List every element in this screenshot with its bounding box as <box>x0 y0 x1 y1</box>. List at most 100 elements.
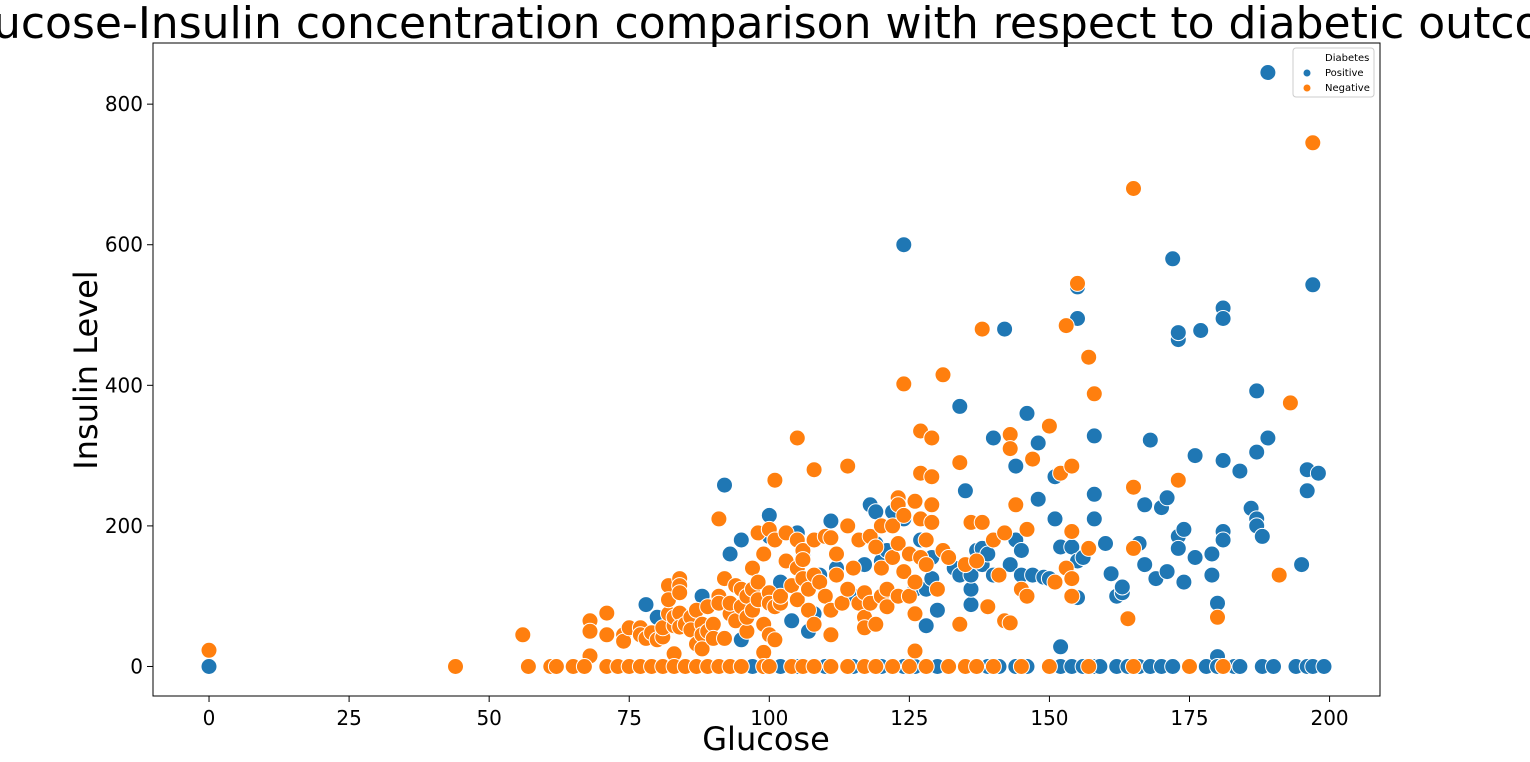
point-negative-94 <box>822 529 840 547</box>
point-positive-110 <box>1231 462 1249 480</box>
legend-label-negative: Negative <box>1325 83 1370 94</box>
point-positive-89 <box>1158 563 1176 581</box>
point-negative-129 <box>906 605 924 623</box>
point-negative-212 <box>839 658 857 675</box>
point-negative-142 <box>934 366 952 384</box>
point-positive-116 <box>1253 527 1271 545</box>
point-negative-214 <box>867 658 885 675</box>
point-negative-149 <box>968 552 986 570</box>
point-negative-101 <box>844 559 862 577</box>
x-tick-label-3: 75 <box>617 706 642 730</box>
y-tick-label-2: 400 <box>105 373 143 397</box>
point-positive-54 <box>1001 556 1019 574</box>
point-negative-185 <box>1281 394 1299 412</box>
point-negative-110 <box>867 615 885 633</box>
point-positive-82 <box>1113 578 1131 596</box>
point-negative-120 <box>889 535 907 552</box>
point-positive-62 <box>1029 434 1047 452</box>
point-negative-188 <box>519 658 537 675</box>
y-tick-label-1: 200 <box>105 514 143 538</box>
point-negative-181 <box>1125 539 1142 557</box>
plot-frame <box>152 42 1381 697</box>
point-negative-171 <box>1063 523 1081 540</box>
point-positive-4 <box>716 476 733 494</box>
point-negative-186 <box>1304 134 1322 152</box>
point-negative-220 <box>968 658 986 675</box>
point-negative-211 <box>822 658 840 675</box>
point-negative-225 <box>1125 658 1142 675</box>
y-tick-label-4: 800 <box>105 92 143 116</box>
point-positive-39 <box>928 601 946 619</box>
x-tick-label-5: 125 <box>890 706 928 730</box>
point-negative-40 <box>710 510 728 528</box>
point-negative-128 <box>906 573 924 591</box>
point-negative-176 <box>1080 539 1098 557</box>
chart-title: Glucose-Insulin concentration comparison… <box>0 0 1530 49</box>
point-negative-79 <box>788 591 806 609</box>
point-negative-160 <box>1007 496 1025 514</box>
point-positive-97 <box>1175 573 1193 591</box>
point-negative-170 <box>1063 457 1081 475</box>
point-negative-177 <box>1085 385 1103 403</box>
legend-label-positive: Positive <box>1325 68 1364 79</box>
point-negative-67 <box>766 471 784 489</box>
x-tick-label-2: 50 <box>476 706 501 730</box>
point-negative-138 <box>923 468 941 486</box>
point-positive-149 <box>1164 658 1182 675</box>
point-positive-96 <box>1175 520 1193 538</box>
point-negative-126 <box>900 587 918 605</box>
point-negative-137 <box>923 429 941 447</box>
point-negative-221 <box>984 658 1002 675</box>
point-positive-44 <box>962 596 980 614</box>
point-negative-151 <box>973 513 991 531</box>
point-negative-145 <box>951 454 969 472</box>
legend: Diabetes Positive Negative <box>1292 47 1375 98</box>
x-tick-label-6: 150 <box>1030 706 1068 730</box>
point-positive-77 <box>1085 510 1103 528</box>
point-positive-118 <box>1259 429 1277 447</box>
legend-title: Diabetes <box>1325 53 1369 64</box>
point-negative-158 <box>1001 440 1019 458</box>
point-positive-45 <box>962 580 980 598</box>
point-positive-157 <box>1265 658 1282 675</box>
point-negative-122 <box>895 375 913 393</box>
point-positive-123 <box>1309 464 1327 482</box>
point-negative-116 <box>884 517 902 535</box>
point-positive-102 <box>1203 566 1221 584</box>
point-negative-150 <box>973 320 991 338</box>
point-negative-60 <box>755 545 773 563</box>
point-negative-178 <box>1119 610 1137 628</box>
point-positive-101 <box>1203 545 1221 563</box>
point-negative-3 <box>581 622 599 640</box>
point-negative-146 <box>951 615 969 633</box>
point-negative-226 <box>1181 658 1198 675</box>
point-positive-119 <box>1293 556 1311 574</box>
point-negative-92 <box>822 626 840 644</box>
point-negative-210 <box>805 658 823 675</box>
x-tick-label-1: 25 <box>336 706 361 730</box>
y-axis-label: Insulin Level <box>67 270 105 469</box>
legend-box <box>1292 47 1375 98</box>
point-positive-99 <box>1186 549 1204 566</box>
point-positive-79 <box>1102 565 1120 583</box>
point-negative-1 <box>514 626 532 644</box>
point-positive-90 <box>1158 489 1176 507</box>
point-negative-115 <box>878 598 896 616</box>
x-tick-label-7: 175 <box>1170 706 1208 730</box>
point-negative-166 <box>1046 573 1064 591</box>
point-positive-112 <box>1248 382 1266 400</box>
point-negative-179 <box>1125 180 1142 197</box>
point-negative-187 <box>447 658 464 675</box>
point-negative-183 <box>1209 608 1226 626</box>
point-negative-215 <box>884 658 902 675</box>
point-negative-72 <box>772 587 789 605</box>
point-negative-141 <box>928 580 946 598</box>
point-negative-124 <box>895 563 913 581</box>
point-positive-109 <box>1214 531 1232 549</box>
point-negative-152 <box>979 598 997 616</box>
point-negative-0 <box>200 641 218 659</box>
point-positive-106 <box>1214 310 1232 327</box>
point-negative-190 <box>547 658 565 675</box>
point-negative-184 <box>1270 566 1288 584</box>
